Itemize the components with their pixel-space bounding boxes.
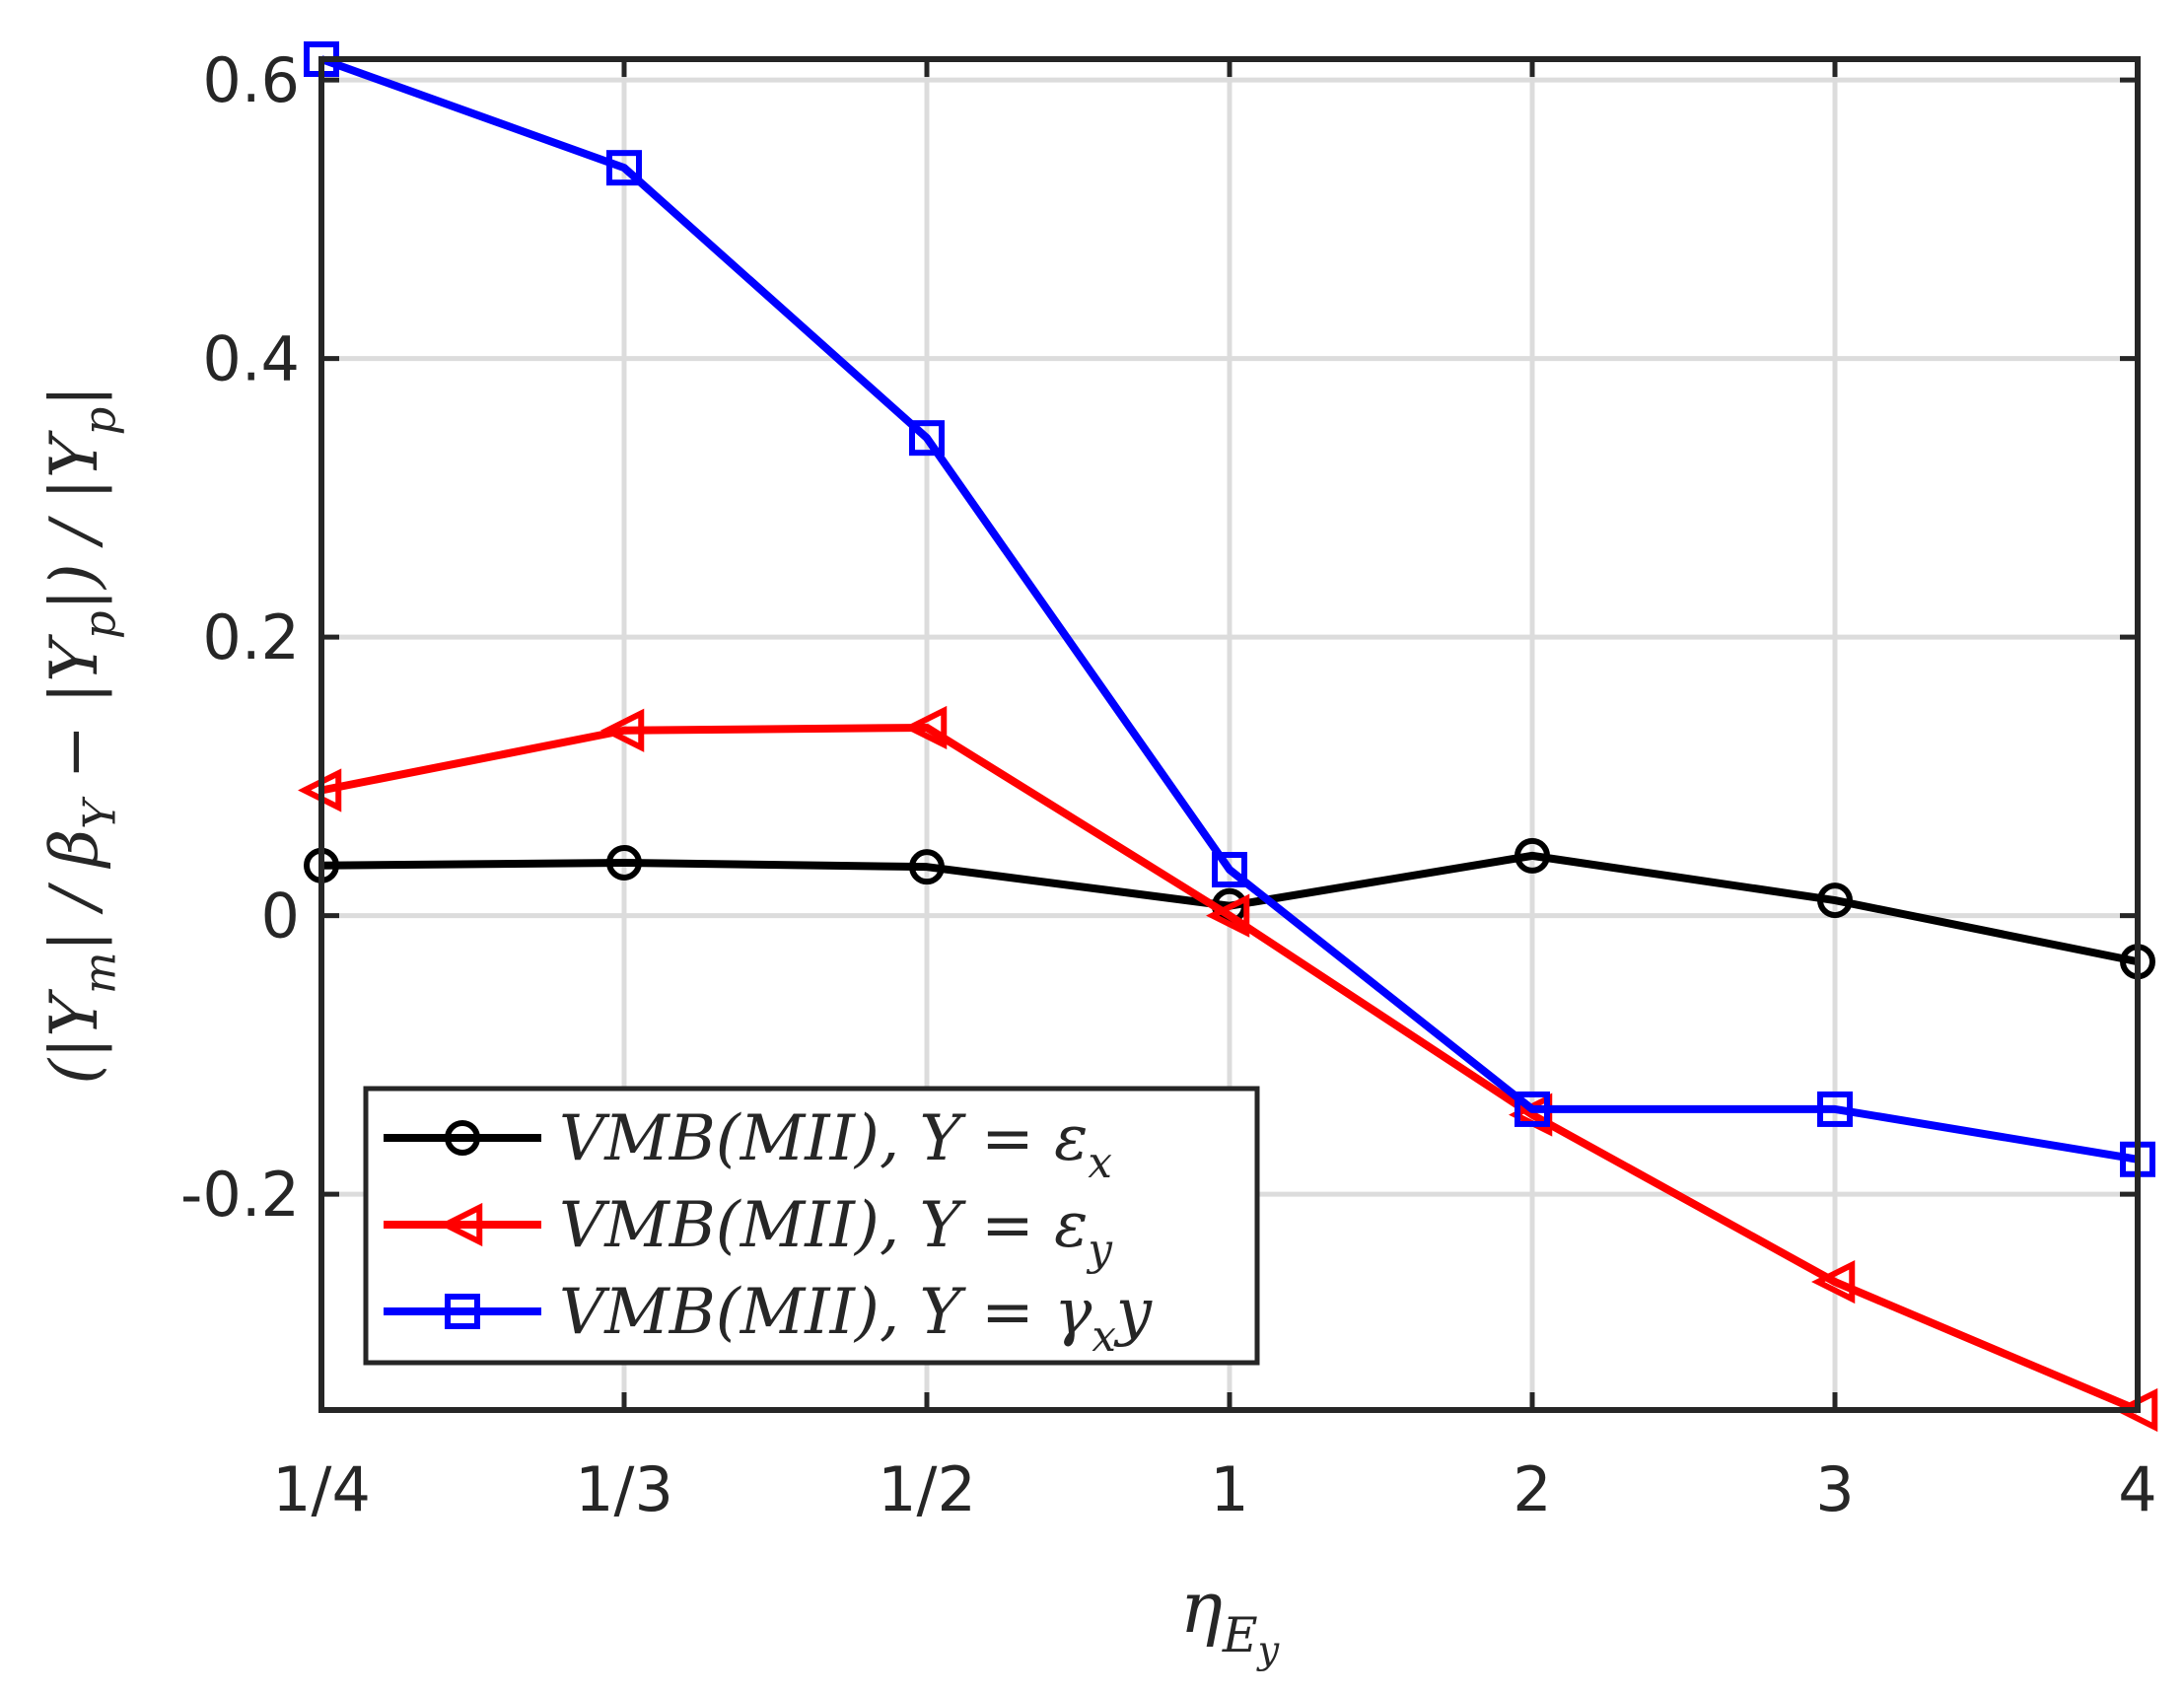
y-tick-label: 0.2 — [202, 601, 300, 673]
x-axis-label: ηEy — [1180, 1566, 1280, 1673]
legend-entry-1: VMB(MII), Y = εx — [384, 1102, 1112, 1188]
data-point-triangle-left — [1811, 1259, 1856, 1305]
axis-labels: ηEy (|Ym| / βY − |Yp|) / |Yp| — [36, 385, 1280, 1672]
data-point-triangle-left — [1206, 893, 1250, 938]
data-point-circle — [909, 849, 945, 885]
data-point-circle — [606, 844, 642, 881]
data-point-square — [606, 150, 642, 186]
data-point-triangle-left — [600, 708, 645, 752]
x-tick-label: 4 — [2118, 1453, 2156, 1525]
series-line — [319, 55, 2139, 1164]
legend-label: VMB(MII), Y = γxy — [559, 1276, 1153, 1362]
data-point-square — [1817, 1091, 1853, 1127]
legend-label: VMB(MII), Y = εy — [559, 1189, 1113, 1275]
y-tick-label: 0.4 — [202, 323, 300, 395]
data-point-square — [909, 420, 945, 457]
x-tick-label: 1/3 — [575, 1453, 673, 1525]
ticks: 1/4 1/3 1/2 1 2 3 4 -0.2 0 0.2 0.4 0.6 — [180, 44, 2157, 1525]
y-tick-label: 0.6 — [202, 44, 300, 116]
series-group — [298, 41, 2158, 1433]
legend-entry-2: VMB(MII), Y = εy — [384, 1189, 1113, 1275]
series-line — [320, 723, 2140, 1414]
legend-label: VMB(MII), Y = εx — [559, 1102, 1112, 1188]
data-point-triangle-left — [903, 705, 948, 750]
x-tick-label: 3 — [1815, 1453, 1854, 1525]
data-point-square — [1515, 1091, 1550, 1127]
x-tick-label: 2 — [1513, 1453, 1551, 1525]
x-tick-label: 1 — [1210, 1453, 1248, 1525]
legend-entry-3: VMB(MII), Y = γxy — [384, 1276, 1153, 1362]
y-tick-label: -0.2 — [180, 1159, 300, 1231]
x-tick-label: 1/2 — [878, 1453, 976, 1525]
data-point-square — [1212, 852, 1247, 887]
legend-marker — [439, 1202, 483, 1247]
legend-marker — [445, 1120, 480, 1156]
y-tick-label: 0 — [261, 881, 300, 953]
y-axis-label: (|Ym| / βY − |Yp|) / |Yp| — [36, 385, 125, 1084]
x-tick-label: 1/4 — [272, 1453, 371, 1525]
data-point-circle — [1817, 882, 1853, 919]
legend-marker — [445, 1294, 480, 1329]
data-point-circle — [1515, 837, 1550, 874]
